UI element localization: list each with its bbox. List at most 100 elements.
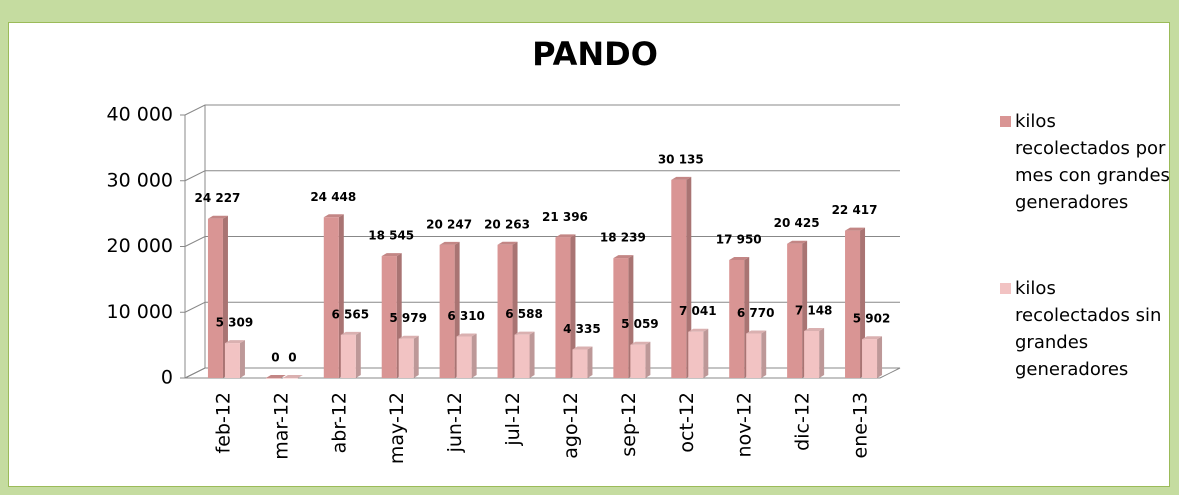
bar-top <box>671 176 692 180</box>
bar-top <box>265 375 286 378</box>
value-label: 6 770 <box>737 306 775 320</box>
bar-side <box>413 335 419 378</box>
bar <box>497 244 513 378</box>
bar <box>207 218 223 378</box>
value-label: 5 902 <box>853 312 891 326</box>
bar-top <box>323 214 344 218</box>
x-tick-label: oct-12 <box>676 392 698 453</box>
value-label: 6 588 <box>505 307 543 321</box>
value-label: 5 979 <box>389 311 427 325</box>
bar-top <box>746 330 767 334</box>
legend-label: kilos recolectados sin grandes generador… <box>1015 278 1162 380</box>
bar <box>613 258 629 378</box>
bar-top <box>862 336 883 340</box>
bar <box>746 333 762 378</box>
y-tick-label: 40 000 <box>107 104 173 126</box>
bar <box>340 334 356 378</box>
value-label: 24 227 <box>194 191 240 205</box>
value-label: 18 545 <box>368 229 414 243</box>
value-label: 17 950 <box>716 232 762 246</box>
bar-top <box>381 253 402 257</box>
bar-side <box>877 336 883 378</box>
x-tick-label: abr-12 <box>328 392 350 453</box>
bar <box>265 378 281 379</box>
grid-line <box>184 301 900 313</box>
value-label: 30 135 <box>658 152 704 166</box>
value-label: 7 148 <box>795 304 833 318</box>
bar <box>456 336 472 378</box>
value-label: 7 041 <box>679 304 717 318</box>
grid-line <box>184 170 900 182</box>
chart-title: PANDO <box>532 35 658 73</box>
bar <box>439 244 455 378</box>
legend-swatch <box>1000 116 1011 127</box>
bar <box>282 378 298 379</box>
bar-top <box>398 335 419 339</box>
bar-top <box>572 346 593 350</box>
bar-top <box>439 241 460 245</box>
bar-top <box>845 227 866 231</box>
bar <box>862 339 878 378</box>
bar-top <box>514 331 535 335</box>
bar <box>630 344 646 378</box>
bar-side <box>703 328 709 378</box>
bar-top <box>787 240 808 244</box>
grid-line <box>184 367 900 379</box>
bar <box>729 259 745 378</box>
bar <box>514 334 530 378</box>
bar-top <box>456 333 477 337</box>
bar-side <box>222 215 228 378</box>
bar-top <box>555 234 576 238</box>
x-tick-label: jul-12 <box>502 392 524 447</box>
x-tick-label: dic-12 <box>792 392 814 451</box>
bar-top <box>340 331 361 335</box>
bar-top <box>688 328 709 332</box>
bar-top <box>804 328 825 332</box>
value-label: 21 396 <box>542 210 588 224</box>
y-tick-label: 20 000 <box>107 235 173 257</box>
y-tick-label: 0 <box>161 367 173 389</box>
legend-item: kilos recolectados sin grandes generador… <box>1000 275 1170 383</box>
x-tick-label: may-12 <box>386 392 408 464</box>
value-label: 6 310 <box>447 309 485 323</box>
value-label: 0 <box>288 351 296 365</box>
bar-side <box>471 333 477 378</box>
x-tick-label: jun-12 <box>444 392 466 453</box>
bar <box>804 331 820 378</box>
bar <box>398 338 414 378</box>
bar-side <box>239 340 245 378</box>
bar <box>845 230 861 378</box>
x-tick-label: sep-12 <box>618 392 640 457</box>
bar-side <box>587 346 593 378</box>
bar <box>572 349 588 378</box>
bar <box>224 343 240 378</box>
value-label: 22 417 <box>832 203 878 217</box>
bar-top <box>630 341 651 345</box>
bar <box>787 243 803 378</box>
bar-side <box>355 331 361 378</box>
y-tick-label: 10 000 <box>107 301 173 323</box>
legend-swatch <box>1000 283 1011 294</box>
value-label: 5 059 <box>621 317 659 331</box>
value-label: 20 425 <box>774 216 820 230</box>
value-label: 20 247 <box>426 217 472 231</box>
grid-line <box>184 104 900 116</box>
bar-side <box>529 331 535 378</box>
value-label: 20 263 <box>484 217 530 231</box>
bar <box>671 179 687 378</box>
x-tick-label: mar-12 <box>270 392 292 460</box>
bar-side <box>819 328 825 378</box>
value-label: 0 <box>271 351 279 365</box>
bar-top <box>207 215 228 219</box>
x-tick-label: feb-12 <box>212 392 234 453</box>
legend-item: kilos recolectados por mes con grandes g… <box>1000 108 1170 216</box>
bar-top <box>613 255 634 259</box>
bar-top <box>224 340 245 344</box>
chart-panel <box>8 22 1170 487</box>
x-tick-label: ene-13 <box>850 392 872 458</box>
bar-top <box>282 375 303 378</box>
bar-side <box>570 234 576 378</box>
bar-side <box>645 341 651 378</box>
